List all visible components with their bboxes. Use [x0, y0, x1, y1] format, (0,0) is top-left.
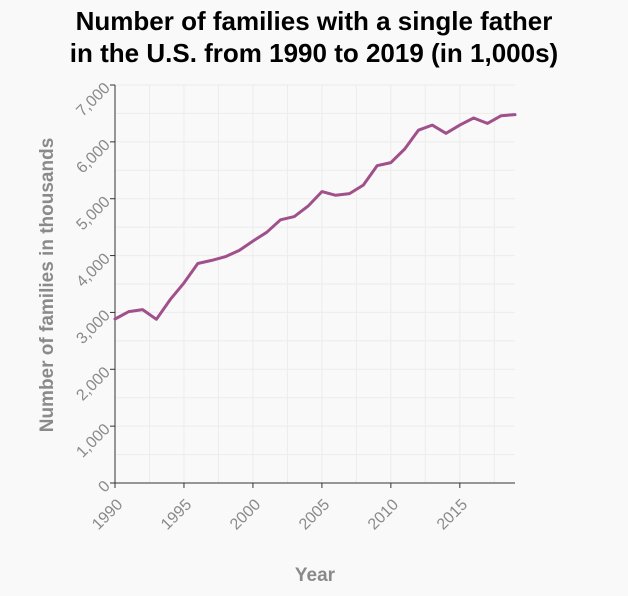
x-tick-label: 2000	[227, 496, 264, 533]
y-tick-label: 6,000	[73, 137, 113, 177]
chart-title-line-1: Number of families with a single father	[76, 6, 553, 36]
grid	[114, 84, 515, 484]
x-tick-labels: 1990 1995 2000 2005 2010 2015	[89, 483, 471, 533]
y-axis-label: Number of families in thousands	[37, 138, 58, 433]
x-tick-label: 2015	[434, 496, 471, 533]
series-line	[113, 113, 517, 321]
y-tick-label: 4,000	[73, 250, 113, 290]
y-tick-label: 0	[95, 478, 113, 496]
y-tick-label: 7,000	[73, 80, 113, 120]
y-tick-label: 1,000	[73, 421, 113, 461]
x-tick-label: 1990	[89, 496, 126, 533]
x-axis-label: Year	[295, 565, 336, 586]
x-tick-label: 2005	[296, 496, 333, 533]
x-tick-label: 1995	[158, 496, 195, 533]
chart-title-line-2: in the U.S. from 1990 to 2019 (in 1,000s…	[70, 38, 558, 68]
x-tick-label: 2010	[365, 496, 402, 533]
axes	[114, 85, 515, 484]
y-tick-labels: 0 1,000 2,000 3,000 4,000 5,000 6,000 7,000	[73, 80, 115, 496]
y-tick-label: 2,000	[73, 364, 113, 404]
y-tick-label: 3,000	[73, 307, 113, 347]
y-tick-label: 5,000	[73, 193, 113, 233]
